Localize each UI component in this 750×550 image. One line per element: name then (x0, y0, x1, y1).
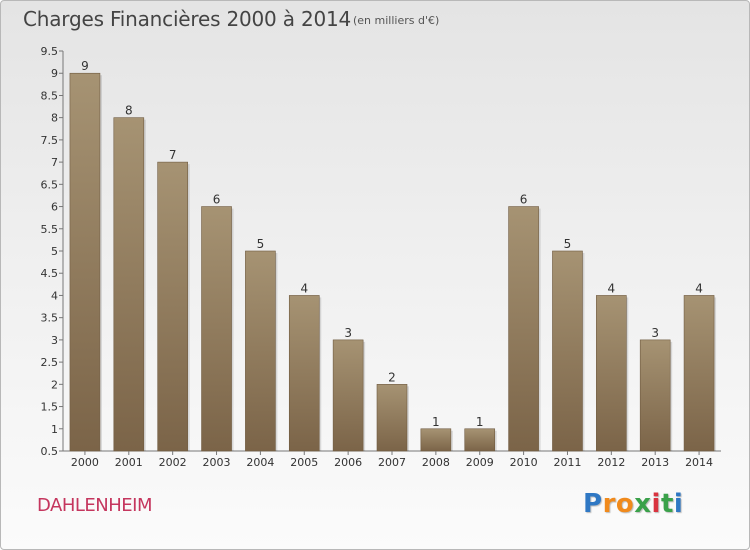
bar-value-label: 6 (213, 193, 221, 207)
y-tick-label: 4.5 (41, 267, 59, 280)
bar-2013[interactable] (639, 339, 671, 452)
bar-value-label: 5 (564, 237, 572, 251)
bar-value-label: 2 (388, 370, 396, 384)
logo-letter: o (615, 489, 635, 519)
x-tick-label: 2001 (115, 456, 143, 469)
x-tick-label: 2004 (246, 456, 274, 469)
bar-2005[interactable] (288, 295, 320, 452)
x-tick-label: 2013 (641, 456, 669, 469)
y-tick-label: 1 (51, 423, 58, 436)
y-tick-label: 5 (51, 245, 58, 258)
logo-letter: r (602, 489, 616, 519)
y-tick-label: 1.5 (41, 401, 59, 414)
bar-value-label: 7 (169, 148, 177, 162)
x-tick-label: 2000 (71, 456, 99, 469)
y-tick-label: 3.5 (41, 312, 59, 325)
y-tick-label: 8.5 (41, 89, 59, 102)
y-axis-ticks: 0.5 1 1.5 2 2.5 3 3.5 4 4.5 5 5.5 6 6.5 7 7.5 8 8.5 9 9.5 (41, 45, 63, 458)
x-tick-label: 2003 (203, 456, 231, 469)
logo-letter: i (651, 489, 661, 519)
proxiti-logo[interactable]: Proxiti (583, 489, 683, 519)
bar-value-label: 9 (81, 59, 89, 73)
chart-title: Charges Financières 2000 à 2014 (23, 7, 352, 31)
bar-2004[interactable] (245, 250, 276, 452)
bar-2012[interactable] (596, 295, 627, 452)
bar-2010[interactable] (508, 206, 539, 452)
logo-letter: P (583, 489, 603, 519)
y-tick-label: 2 (51, 378, 58, 391)
x-tick-label: 2008 (422, 456, 450, 469)
bar-value-label: 4 (300, 281, 308, 295)
bar-2007[interactable] (376, 384, 408, 452)
bar-value-label: 3 (651, 326, 659, 340)
bar-value-label: 1 (432, 415, 440, 429)
bar-value-label: 6 (520, 193, 528, 207)
bar-value-label: 4 (608, 281, 616, 295)
y-tick-label: 9 (51, 67, 58, 80)
bar-2000[interactable] (69, 72, 101, 452)
bar-2001[interactable] (113, 117, 145, 452)
x-tick-label: 2007 (378, 456, 406, 469)
bar-value-label: 3 (344, 326, 352, 340)
y-tick-label: 3 (51, 334, 58, 347)
logo-letter: x (634, 489, 652, 519)
x-tick-label: 2005 (290, 456, 318, 469)
y-tick-label: 5.5 (41, 223, 59, 236)
x-tick-label: 2012 (597, 456, 625, 469)
bar-2006[interactable] (332, 339, 364, 452)
x-tick-label: 2011 (553, 456, 581, 469)
x-axis-ticks: 2000 2001 2002 2003 2004 2005 2006 2007 2008 2009… (71, 451, 713, 469)
logo-letter: t (660, 489, 674, 519)
logo-letter: i (673, 489, 684, 519)
bar-value-label: 1 (476, 415, 484, 429)
y-tick-label: 0.5 (41, 445, 59, 458)
bar-2014[interactable] (683, 295, 715, 452)
y-tick-label: 7 (51, 156, 58, 169)
bar-value-label: 5 (257, 237, 265, 251)
chart-subtitle: (en milliers d'€) (353, 14, 440, 27)
bar-2011[interactable] (552, 250, 583, 452)
bar-2003[interactable] (201, 206, 232, 452)
x-tick-label: 2009 (466, 456, 494, 469)
y-tick-label: 2.5 (41, 356, 59, 369)
bar-2009[interactable] (464, 428, 496, 452)
x-tick-label: 2010 (510, 456, 538, 469)
y-tick-label: 4 (51, 289, 58, 302)
x-tick-label: 2006 (334, 456, 362, 469)
bar-value-label: 8 (125, 104, 133, 118)
bar-value-label: 4 (695, 281, 703, 295)
y-tick-label: 6 (51, 201, 58, 214)
commune-name: DAHLENHEIM (37, 495, 153, 516)
x-tick-label: 2002 (159, 456, 187, 469)
x-tick-label: 2014 (685, 456, 713, 469)
y-tick-label: 8 (51, 112, 58, 125)
y-tick-label: 9.5 (41, 45, 59, 58)
bar-2008[interactable] (420, 428, 452, 452)
bar-2002[interactable] (157, 161, 188, 452)
y-tick-label: 7.5 (41, 134, 59, 147)
bar-series: 9 8 7 6 5 4 3 2 1 1 6 5 4 3 4 (69, 59, 717, 452)
y-tick-label: 6.5 (41, 178, 59, 191)
